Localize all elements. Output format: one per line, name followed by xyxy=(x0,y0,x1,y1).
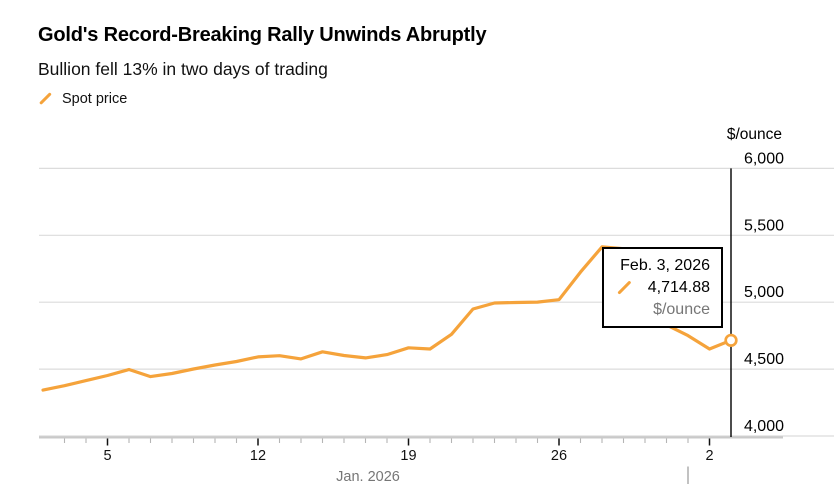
legend-label: Spot price xyxy=(62,91,128,107)
tooltip-value-row: 4,714.88 xyxy=(614,277,710,299)
x-axis-tick-label: 5 xyxy=(103,448,111,464)
tooltip-series-icon xyxy=(617,280,632,295)
x-axis-tick-label: 12 xyxy=(250,448,266,464)
y-axis-tick-label: 5,500 xyxy=(744,217,784,234)
y-axis-tick-label: 4,500 xyxy=(744,351,784,368)
legend: Spot price xyxy=(38,91,127,107)
tooltip: Feb. 3, 2026 4,714.88 $/ounce xyxy=(602,247,723,328)
y-axis-unit-label: $/ounce xyxy=(726,126,782,143)
tooltip-date: Feb. 3, 2026 xyxy=(620,257,710,274)
chart-title: Gold's Record-Breaking Rally Unwinds Abr… xyxy=(38,24,487,46)
y-axis-tick-label: 5,000 xyxy=(744,284,784,301)
tooltip-value: 4,714.88 xyxy=(647,279,710,296)
y-axis-tick-label: 6,000 xyxy=(744,150,784,167)
x-axis-tick-label: 26 xyxy=(551,448,567,464)
y-axis-tick-label: 4,000 xyxy=(744,418,784,435)
last-price-marker xyxy=(724,333,738,347)
chart-subtitle: Bullion fell 13% in two days of trading xyxy=(38,59,328,79)
tooltip-unit: $/ounce xyxy=(653,301,710,318)
x-axis-month-label: Jan. 2026 xyxy=(336,469,400,485)
x-axis-tick-label: 2 xyxy=(705,448,713,464)
x-axis-tick-label: 19 xyxy=(400,448,416,464)
